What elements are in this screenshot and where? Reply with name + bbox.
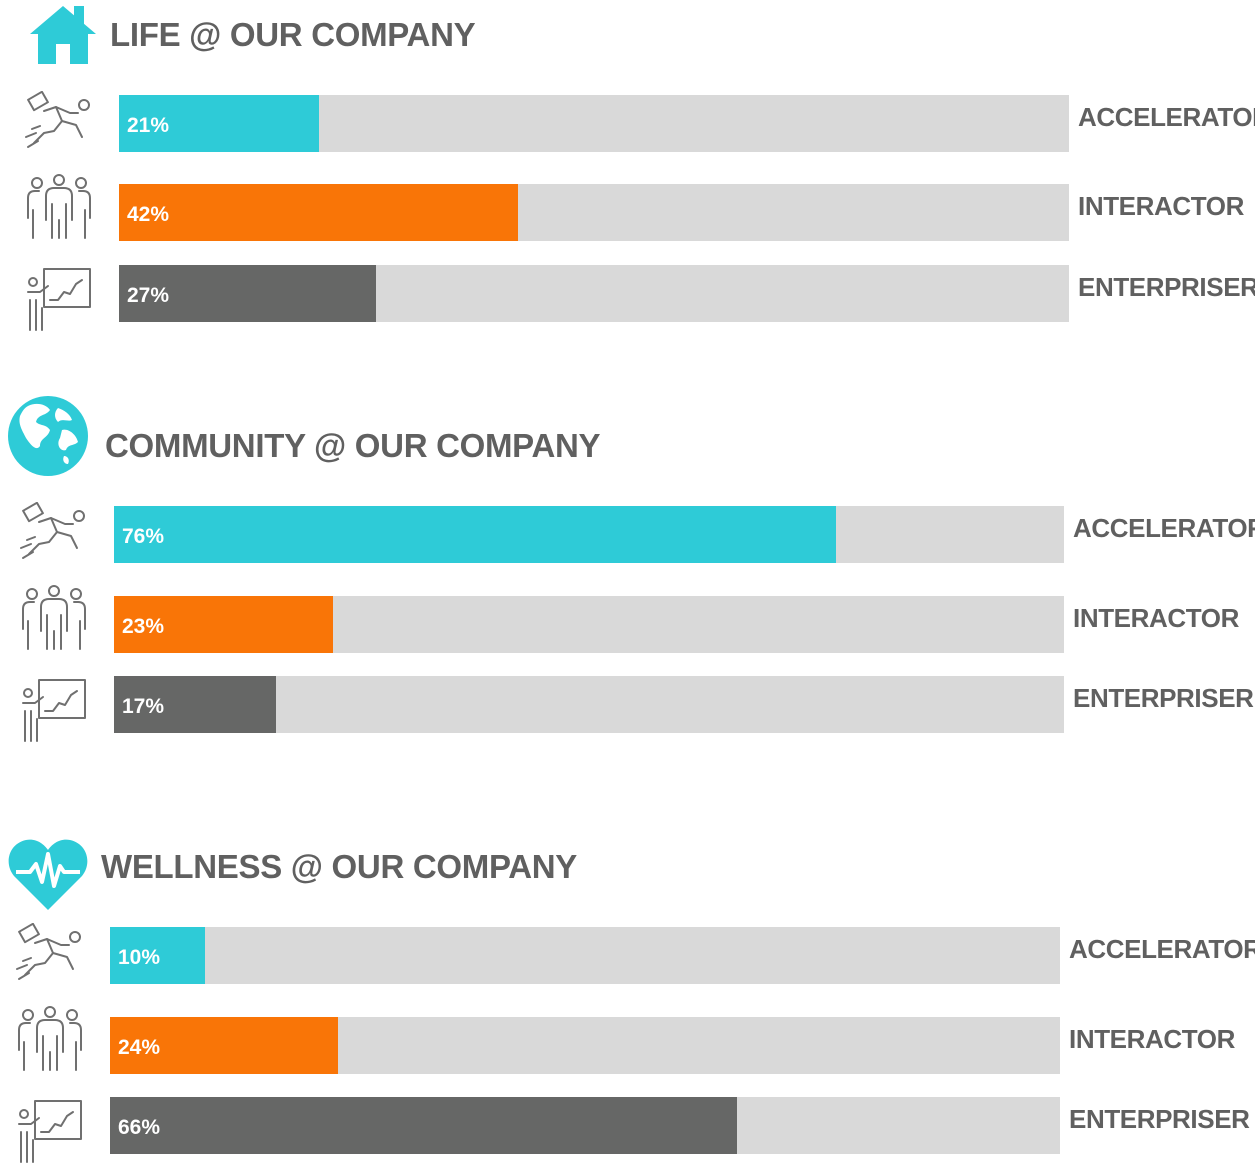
community-accelerator-label: ACCELERATOR [1073,513,1255,543]
life-enterpriser-bar: 27% [119,265,376,322]
heartbeat-icon [6,836,90,917]
wellness-interactor-bar-track: 24% [110,1017,1060,1074]
community-enterpriser-bar: 17% [114,676,276,733]
runner-icon [15,922,85,988]
life-interactor-bar: 42% [119,184,518,241]
community-interactor-value-label: 23% [122,614,165,638]
life-interactor-label: INTERACTOR [1078,191,1244,221]
wellness-interactor-value-label: 24% [118,1035,161,1059]
community-enterpriser-label: ENTERPRISER [1073,683,1254,713]
group-icon [15,1006,85,1077]
life-interactor-bar-track: 42% [119,184,1069,241]
wellness-enterpriser-label: ENTERPRISER [1069,1104,1250,1134]
group-icon [24,174,94,245]
community-enterpriser-value-label: 17% [122,694,165,718]
globe-icon [6,394,90,483]
life-enterpriser-label: ENTERPRISER [1078,272,1255,302]
community-accelerator-bar-track: 76% [114,506,1064,563]
wellness-enterpriser-bar-track: 66% [110,1097,1060,1154]
life-enterpriser-bar-track: 27% [119,265,1069,322]
community-enterpriser-bar-track: 17% [114,676,1064,733]
life-accelerator-bar-track: 21% [119,95,1069,152]
wellness-interactor-bar: 24% [110,1017,338,1074]
community-title: COMMUNITY @ OUR COMPANY [105,427,601,464]
wellness-accelerator-value-label: 10% [118,945,161,969]
runner-icon [24,90,94,156]
wellness-accelerator-bar-track: 10% [110,927,1060,984]
life-enterpriser-value-label: 27% [127,283,170,307]
life-accelerator-bar: 21% [119,95,319,152]
life-interactor-value-label: 42% [127,202,170,226]
presenter-icon [24,266,94,337]
group-icon [19,585,89,656]
wellness-accelerator-bar: 10% [110,927,205,984]
life-accelerator-label: ACCELERATOR [1078,102,1255,132]
wellness-title: WELLNESS @ OUR COMPANY [101,848,577,885]
life-accelerator-value-label: 21% [127,113,170,137]
wellness-interactor-label: INTERACTOR [1069,1024,1235,1054]
presenter-icon [15,1098,85,1169]
community-interactor-bar: 23% [114,596,333,653]
community-accelerator-bar: 76% [114,506,836,563]
house-icon [28,4,98,71]
wellness-enterpriser-value-label: 66% [118,1115,161,1139]
community-interactor-label: INTERACTOR [1073,603,1239,633]
community-accelerator-value-label: 76% [122,524,165,548]
life-title: LIFE @ OUR COMPANY [110,16,476,53]
wellness-enterpriser-bar: 66% [110,1097,737,1154]
presenter-icon [19,677,89,748]
runner-icon [19,501,89,567]
community-interactor-bar-track: 23% [114,596,1064,653]
wellness-accelerator-label: ACCELERATOR [1069,934,1255,964]
